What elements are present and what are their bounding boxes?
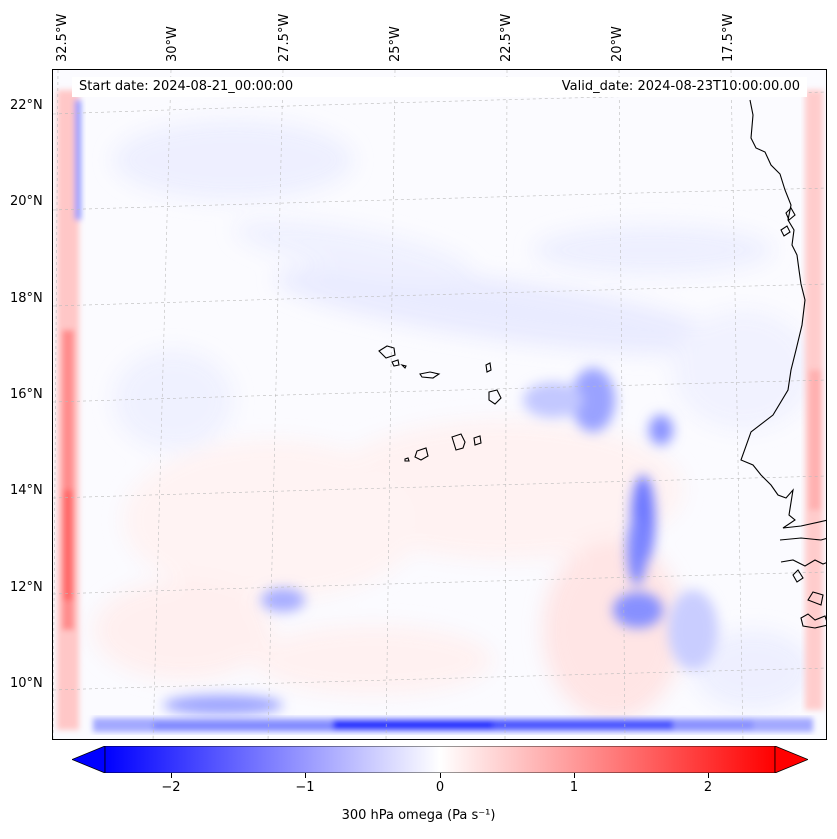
omega-field [53,70,826,739]
lat-label-10n: 10°N [10,676,43,691]
colorbar-tickmark-neg1 [305,773,306,778]
colorbar-max-extend [774,746,808,773]
lon-label-22-5w: 22.5°W [499,13,514,62]
colorbar-tickmark-zero [440,773,441,778]
colorbar-tick-pos2: 2 [703,780,713,795]
colorbar [72,746,808,773]
lat-label-18n: 18°N [10,291,43,306]
omega-map [52,69,827,740]
lat-label-12n: 12°N [10,580,43,595]
african-coastline [740,99,826,629]
lon-label-17-5w: 17.5°W [721,13,736,62]
lat-label-22n: 22°N [10,98,43,113]
map-info-bar: Start date: 2024-08-21_00:00:00 Valid_da… [72,77,807,97]
lon-label-20w: 20°W [610,26,625,62]
lat-label-16n: 16°N [10,387,43,402]
colorbar-gradient [104,746,776,773]
colorbar-min-extend [72,746,106,773]
cape-verde-islands [378,345,502,462]
colorbar-tick-neg2: −2 [161,780,181,795]
lon-label-25w: 25°W [388,26,403,62]
valid-date-label: Valid_date: 2024-08-23T10:00:00.00 [561,79,800,94]
colorbar-tick-pos1: 1 [569,780,579,795]
colorbar-tick-neg1: −1 [295,780,315,795]
lat-label-20n: 20°N [10,194,43,209]
colorbar-tick-zero: 0 [435,780,445,795]
lon-label-27-5w: 27.5°W [277,13,292,62]
colorbar-tickmark-neg2 [171,773,172,778]
start-date-label: Start date: 2024-08-21_00:00:00 [79,79,294,94]
lat-label-14n: 14°N [10,483,43,498]
colorbar-title: 300 hPa omega (Pa s⁻¹) [341,808,496,823]
colorbar-tickmark-pos1 [574,773,575,778]
lon-label-32-5w: 32.5°W [55,13,70,62]
lon-label-30w: 30°W [165,26,180,62]
colorbar-tickmark-pos2 [708,773,709,778]
